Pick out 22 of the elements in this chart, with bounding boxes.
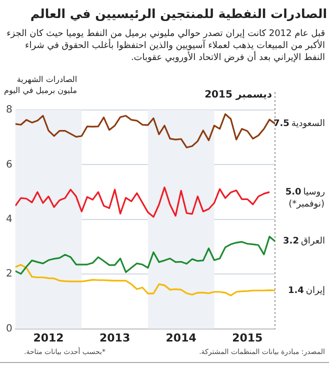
y-tick-label: 4 bbox=[6, 214, 12, 225]
data-label: 7.5 bbox=[273, 119, 290, 130]
chart-title: الصادرات النفطية للمنتجين الرئيسيين في العالم bbox=[29, 5, 327, 23]
data-label: 1.4 bbox=[288, 286, 304, 296]
data-label: 3.2 bbox=[283, 236, 299, 247]
ref-line-label: ديسمبر 2015 bbox=[204, 90, 272, 101]
text: إيران bbox=[306, 286, 325, 296]
annotation: (نوفمبر*) bbox=[288, 199, 324, 210]
x-tick-label: 2014 bbox=[166, 331, 197, 344]
x-tick-label: 2015 bbox=[232, 331, 263, 344]
text: العراق bbox=[300, 236, 325, 247]
chart-subtitle: قبل عام 2012 كانت إيران تصدر حوالي مليوني برميل من النفط يوميا حيث كان الجزء الأكبر من المبيعات يذهب لعملاء آسيويين والذين احتفظوا بأغلب الحقوق في شراء النفط الإيراني بعد أن فرض الاتحاد الأوروبي عقوبات. bbox=[6, 28, 325, 64]
text: روسيا bbox=[303, 187, 325, 198]
y-tick-label: 6 bbox=[6, 159, 12, 170]
data-label: 5.0 bbox=[285, 187, 302, 198]
x-tick-label: 2013 bbox=[99, 331, 130, 344]
series-label: السعودية bbox=[291, 119, 325, 130]
y-tick-label: 8 bbox=[6, 104, 12, 116]
x-tick-label: 2012 bbox=[33, 331, 64, 344]
y-axis-title: الصادرات الشهرية مليون برميل في اليوم bbox=[4, 75, 78, 95]
y-tick-label: 2 bbox=[6, 268, 12, 280]
y-tick-label: 0 bbox=[6, 323, 12, 334]
